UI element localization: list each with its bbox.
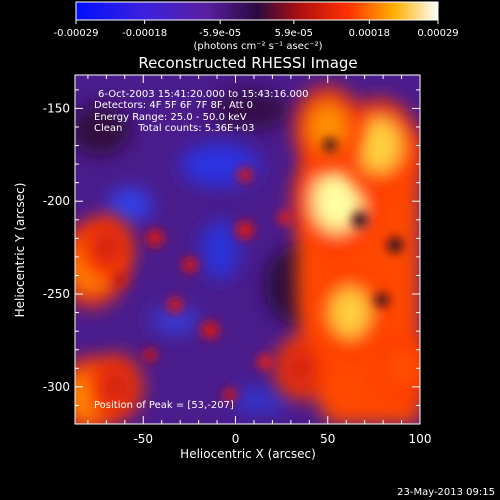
y-tick-label: -200 xyxy=(43,194,70,208)
x-tick-label: 0 xyxy=(232,432,240,446)
red-speck xyxy=(167,297,183,313)
info-counts: Clean Total counts: 5.36E+03 xyxy=(94,123,254,134)
red-specks xyxy=(113,167,292,402)
colorbar-tick-label: 0.00018 xyxy=(349,28,390,39)
dark-holes xyxy=(323,138,403,307)
red-speck xyxy=(113,273,127,287)
red-speck xyxy=(182,257,198,273)
blue-region xyxy=(150,305,200,335)
bright-region-core xyxy=(308,103,347,151)
red-speck xyxy=(223,388,237,402)
chart-title: Reconstructed RHESSI Image xyxy=(138,54,357,72)
bright-region xyxy=(293,85,363,169)
bright-region-core xyxy=(100,367,131,406)
info-time-range: 6-Oct-2003 15:41:20.000 to 15:43:16.000 xyxy=(98,89,309,100)
y-tick-label: -150 xyxy=(43,101,70,115)
colorbar-tick-label: -0.00018 xyxy=(122,28,167,39)
bright-region xyxy=(313,268,387,357)
colorbar-tick-label: 5.9e-05 xyxy=(275,28,313,39)
colorbar-tick-label: -0.00029 xyxy=(54,28,99,39)
bright-region-core xyxy=(285,350,315,387)
bright-region xyxy=(372,332,420,404)
red-speck xyxy=(257,354,273,370)
bright-emission-layer xyxy=(75,85,420,424)
bright-region xyxy=(88,353,144,421)
colorbar: -0.00029 -0.00018 -5.9e-05 5.9e-05 0.00018 0.… xyxy=(54,1,459,52)
bright-region-core xyxy=(329,287,371,338)
red-speck xyxy=(237,167,253,183)
bright-region-core xyxy=(385,347,418,389)
dark-region xyxy=(210,90,290,130)
colorbar-tick-label: 0.00029 xyxy=(417,28,458,39)
colorbar-gradient xyxy=(75,1,439,21)
y-axis-label: Heliocentric Y (arcsec) xyxy=(13,183,27,318)
info-detectors: Detectors: 4F 5F 6F 7F 8F, Att 0 xyxy=(94,100,253,111)
x-tick-label: 100 xyxy=(409,432,432,446)
blue-region xyxy=(200,220,240,280)
peak-position-label: Position of Peak = [53,-207] xyxy=(94,400,234,411)
x-axis-ticks: -50 0 50 100 xyxy=(87,75,432,446)
x-axis-label: Heliocentric X (arcsec) xyxy=(180,447,316,461)
footer-timestamp: 23-May-2013 09:15 xyxy=(397,487,495,498)
dark-hole xyxy=(323,138,337,152)
blue-region xyxy=(230,386,290,414)
blue-region xyxy=(108,187,152,223)
info-energy-range: Energy Range: 25.0 - 50.0 keV xyxy=(94,112,247,123)
heatmap-image xyxy=(75,75,420,424)
red-speck xyxy=(236,221,254,239)
bright-region xyxy=(78,214,134,281)
x-tick-label: 50 xyxy=(320,432,335,446)
plot-frame xyxy=(74,74,421,425)
colorbar-tick-label: -5.9e-05 xyxy=(199,28,241,39)
red-speck xyxy=(143,348,157,362)
dark-hole xyxy=(387,237,403,253)
info-overlay: 6-Oct-2003 15:41:20.000 to 15:43:16.000 … xyxy=(94,89,309,411)
bright-region xyxy=(273,336,327,401)
x-tick-label: -50 xyxy=(133,432,153,446)
colorbar-ticks: -0.00029 -0.00018 -5.9e-05 5.9e-05 0.00018 0.… xyxy=(54,20,459,39)
red-speck xyxy=(201,321,219,339)
y-axis-ticks: -150 -200 -250 -300 xyxy=(43,89,420,406)
bright-region-core xyxy=(312,170,362,232)
y-tick-label: -250 xyxy=(43,287,70,301)
dark-hole xyxy=(352,212,368,228)
dark-hole xyxy=(375,293,389,307)
bright-region-core xyxy=(91,228,122,267)
red-speck xyxy=(146,229,164,247)
colorbar-unit-label: (photons cm⁻² s⁻¹ asec⁻²) xyxy=(193,41,322,52)
red-speck xyxy=(278,211,292,225)
bright-region-core xyxy=(357,118,402,173)
y-tick-label: -300 xyxy=(43,380,70,394)
dark-region xyxy=(75,105,130,155)
